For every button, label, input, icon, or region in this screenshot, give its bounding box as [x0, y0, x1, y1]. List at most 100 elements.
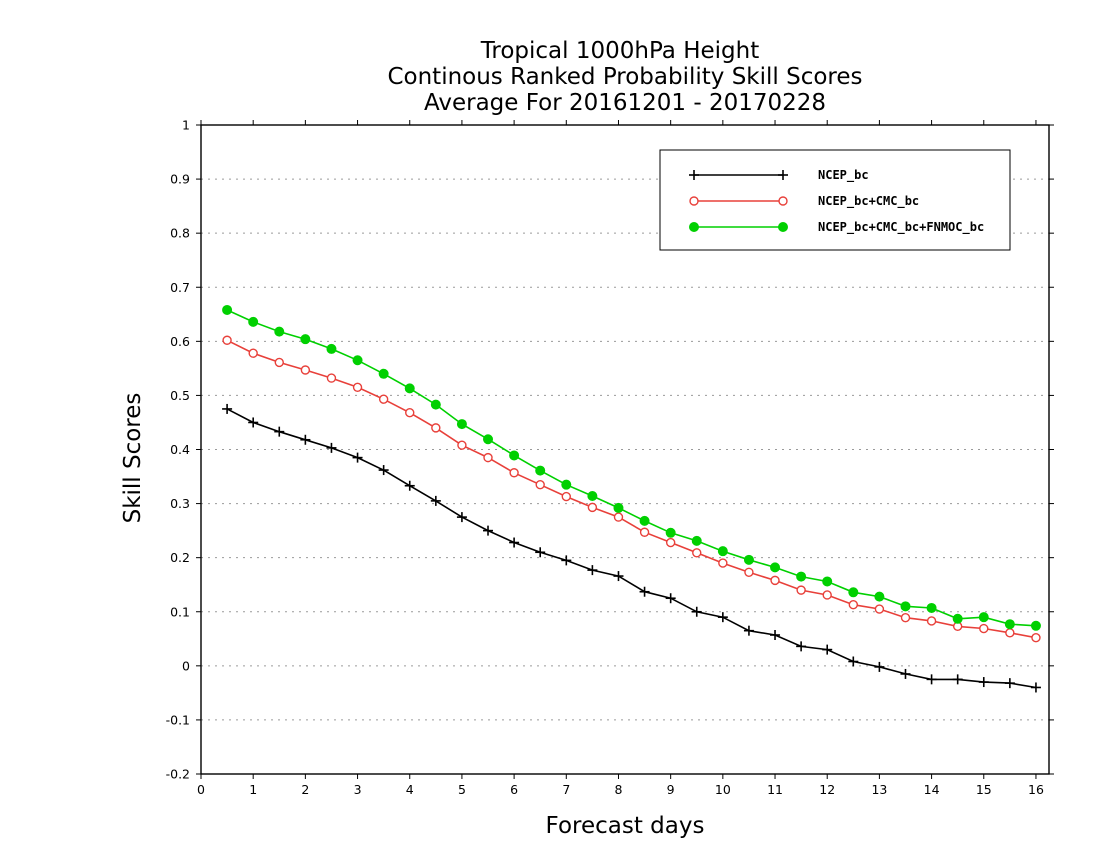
data-point: [743, 554, 754, 565]
data-point: [691, 535, 702, 546]
data-point: [535, 479, 545, 490]
data-point: [689, 196, 699, 206]
data-point: [796, 585, 806, 595]
y-axis-label: Skill Scores: [120, 393, 146, 524]
data-point: [874, 604, 885, 614]
data-point: [430, 399, 441, 410]
x-tick-label: 2: [301, 782, 309, 797]
data-point: [483, 525, 494, 536]
data-point: [456, 512, 467, 523]
x-axis-label: Forecast days: [546, 813, 705, 839]
data-point: [405, 408, 415, 418]
data-point: [613, 512, 624, 522]
data-point: [326, 373, 337, 383]
data-point: [1005, 628, 1015, 638]
legend-box: [659, 149, 1011, 251]
x-tick-label: 0: [197, 782, 205, 797]
data-point: [978, 677, 989, 688]
data-point: [378, 465, 389, 476]
legend-label: NCEP_bc+CMC_bc: [818, 194, 919, 209]
y-tick-label: 0.1: [170, 604, 190, 619]
data-point: [639, 527, 650, 537]
data-point: [900, 612, 911, 623]
y-tick-label: 0.6: [170, 334, 190, 349]
data-point: [822, 644, 833, 655]
data-point: [822, 576, 833, 587]
data-point: [561, 479, 572, 490]
series-1: [222, 403, 1041, 693]
x-tick-label: 6: [510, 782, 518, 797]
data-point: [1030, 682, 1041, 693]
data-point: [274, 426, 285, 437]
legend: NCEP_bc NCEP_bc+CMC_bc NCEP_bc+CMC_bc+FNMO…: [659, 149, 1011, 251]
data-point: [778, 170, 788, 180]
data-point: [778, 196, 788, 206]
x-tick-label: 12: [819, 782, 835, 797]
data-point: [248, 316, 259, 327]
series-line: [226, 408, 1037, 689]
data-point: [979, 623, 989, 634]
data-point: [535, 465, 546, 476]
legend-label: NCEP_bc: [818, 168, 869, 183]
data-point: [587, 565, 598, 576]
data-point: [717, 612, 728, 623]
data-point: [378, 394, 389, 404]
data-point: [300, 434, 311, 445]
data-point: [874, 591, 885, 602]
data-point: [778, 222, 788, 232]
data-point: [639, 586, 650, 597]
chart-title-line-2: Continous Ranked Probability Skill Score…: [387, 64, 862, 90]
data-point: [404, 480, 415, 491]
data-point: [535, 547, 546, 558]
x-tick-label: 10: [715, 782, 731, 797]
data-point: [1031, 633, 1041, 643]
x-tick-label: 9: [667, 782, 675, 797]
data-point: [900, 601, 911, 612]
y-tick-label: 0: [182, 658, 190, 673]
y-tick-label: 0.2: [170, 550, 190, 565]
data-point: [613, 571, 624, 582]
data-point: [352, 382, 363, 393]
data-point: [796, 571, 807, 582]
x-tick-label: 15: [976, 782, 992, 797]
data-point: [743, 625, 754, 636]
y-tick-label: 0.8: [170, 226, 190, 241]
data-point: [848, 656, 859, 667]
data-point: [274, 357, 284, 368]
grid-layer: [201, 178, 1049, 721]
data-point: [378, 368, 389, 379]
data-point: [796, 641, 807, 652]
y-tick-label: 0.4: [170, 442, 190, 457]
data-point: [692, 548, 702, 558]
plot-frame: [200, 124, 1050, 775]
data-point: [639, 515, 650, 526]
data-point: [770, 630, 781, 641]
series-2: [222, 335, 1041, 643]
axis-layer: -0.2-0.100.10.20.30.40.50.60.70.80.910 1 2…: [166, 118, 1054, 797]
data-point: [326, 442, 337, 453]
data-point: [822, 590, 832, 600]
data-point: [222, 335, 232, 345]
data-point: [483, 452, 493, 463]
x-tick-label: 13: [871, 782, 887, 797]
data-point: [718, 558, 728, 568]
series-line: [226, 339, 1037, 639]
series-3: [222, 304, 1041, 631]
data-point: [900, 668, 911, 679]
data-point: [848, 587, 859, 598]
data-point: [848, 600, 859, 610]
legend-item: NCEP_bc: [689, 168, 869, 183]
data-point: [509, 450, 520, 461]
data-point: [952, 674, 963, 685]
data-point: [744, 567, 754, 577]
data-point: [1030, 620, 1041, 631]
data-point: [457, 440, 467, 450]
data-point: [509, 468, 519, 478]
legend-item: NCEP_bc+CMC_bc: [689, 194, 919, 209]
y-tick-label: 0.3: [170, 496, 190, 511]
y-tick-label: -0.1: [166, 712, 190, 727]
data-point: [587, 502, 598, 513]
data-point: [326, 343, 337, 354]
data-point: [587, 491, 598, 502]
